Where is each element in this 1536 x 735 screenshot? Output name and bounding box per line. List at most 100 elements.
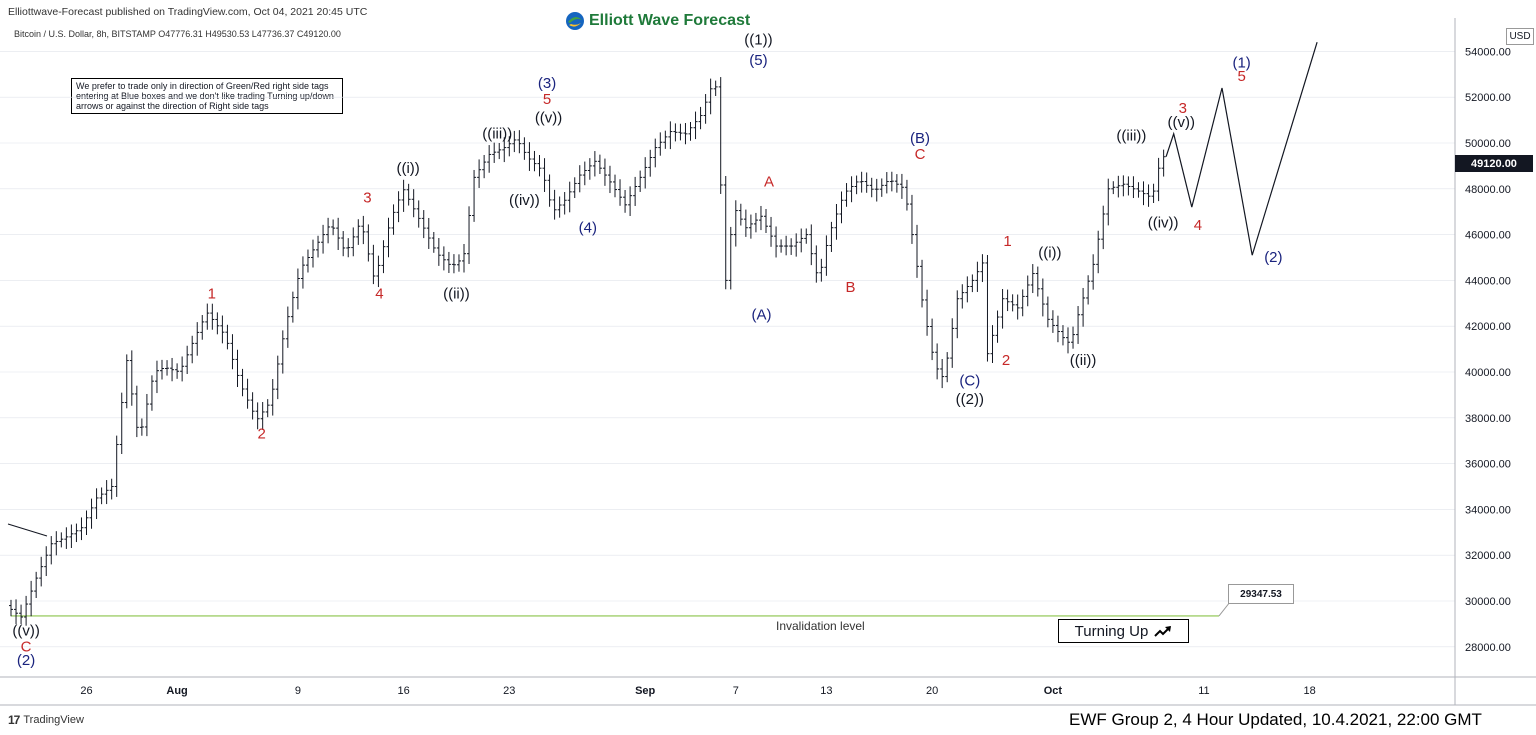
ohlc-bar [29, 580, 34, 617]
time-tick-label: 18 [1303, 685, 1315, 697]
ohlc-bar [834, 203, 839, 240]
ohlc-bar [522, 137, 527, 160]
price-tick-label: 48000.00 [1465, 184, 1511, 196]
ohlc-bar [663, 130, 668, 149]
ohlc-bar [1091, 254, 1096, 290]
ohlc-bar [421, 210, 426, 239]
ohlc-bar [1111, 181, 1116, 195]
ohlc-bar [396, 191, 401, 223]
ohlc-bar [235, 349, 240, 388]
ohlc-bar [1015, 294, 1020, 320]
ohlc-bar [109, 478, 114, 500]
ohlc-bar [265, 399, 270, 418]
ohlc-bar [210, 303, 215, 330]
turning-up-label: Turning Up [1074, 622, 1149, 640]
ohlc-bar [472, 169, 477, 222]
ohlc-bar [1146, 184, 1151, 207]
ohlc-bar [331, 219, 336, 236]
time-tick-label: Oct [1044, 685, 1063, 697]
wave-label: (A) [751, 306, 771, 323]
ohlc-bar [391, 204, 396, 235]
ohlc-bar [300, 256, 305, 289]
wave-label: ((v)) [12, 622, 39, 639]
ohlc-bar [839, 191, 844, 224]
ohlc-bar [809, 224, 814, 266]
ohlc-bar [1020, 289, 1025, 317]
ohlc-bar [311, 239, 315, 268]
ohlc-bar [129, 350, 134, 406]
turning-up-box: Turning Up [1058, 619, 1189, 643]
ohlc-bar [743, 209, 748, 237]
ohlc-bar [175, 363, 180, 379]
ohlc-bar [920, 259, 925, 308]
ohlc-bar [693, 111, 698, 140]
ohlc-bar [628, 186, 633, 217]
ewf-update-footer: EWF Group 2, 4 Hour Updated, 10.4.2021, … [1069, 710, 1482, 729]
ohlc-bar [250, 392, 255, 420]
wave-labels: ((v))C(2)1234((i))((ii))((iii))((iv))((v… [12, 32, 1282, 670]
wave-label: ((v)) [1168, 114, 1195, 131]
ohlc-bar [411, 189, 416, 218]
ohlc-bar [1131, 176, 1136, 199]
ohlc-bar [950, 318, 955, 368]
tradingview-footer[interactable]: 17 TradingView [8, 713, 84, 727]
ohlc-bar [643, 157, 648, 189]
ohlc-bar [542, 158, 547, 192]
wave-label: 1 [208, 286, 216, 303]
ohlc-bar [1081, 287, 1086, 327]
ohlc-bar [406, 183, 411, 206]
ohlc-bar [764, 208, 768, 234]
ohlc-bar [316, 235, 321, 258]
ohlc-bar [195, 322, 200, 356]
ohlc-bar [683, 123, 688, 145]
brand-logo: Elliott Wave Forecast [565, 10, 750, 32]
ohlc-bar [341, 231, 346, 257]
wave-label: ((iv)) [509, 192, 540, 209]
ohlc-bar [859, 171, 864, 193]
ohlc-bar [623, 189, 628, 213]
ohlc-bar [698, 106, 703, 130]
wave-label: (B) [910, 130, 930, 147]
ohlc-bar [431, 231, 436, 253]
ohlc-bar [587, 158, 592, 180]
currency-label[interactable]: USD [1506, 28, 1534, 45]
ohlc-bar [99, 487, 104, 505]
ohlc-bar [451, 254, 456, 274]
ohlc-bar [220, 315, 225, 344]
ohlc-bar [733, 200, 738, 247]
ohlc-bar [557, 196, 562, 218]
wave-label: ((i)) [396, 160, 419, 177]
ohlc-bar [371, 244, 376, 285]
ohlc-bar [245, 378, 250, 409]
wave-label: (4) [579, 219, 597, 236]
ohlc-bar [467, 206, 472, 264]
ohlc-bar [688, 121, 693, 141]
ohlc-bar [240, 368, 245, 397]
ohlc-bar [753, 212, 758, 233]
ohlc-bar [537, 154, 542, 177]
ohlc-bar [512, 130, 517, 153]
ohlc-bar [386, 217, 391, 258]
price-axis[interactable]: 28000.00 30000.00 32000.00 34000.00 36000.00… [1465, 46, 1511, 653]
ohlc-bar [874, 178, 879, 202]
ohlc-bar [728, 226, 733, 290]
ohlc-bar [1066, 327, 1070, 354]
ohlc-bar [44, 546, 49, 577]
time-axis[interactable]: 26 Aug 9 16 23 Sep 7 13 20 Oct 11 18 [80, 685, 1315, 697]
ohlc-bar [1121, 175, 1126, 197]
ohlc-bar [426, 217, 431, 249]
ohlc-bar [1071, 326, 1076, 349]
invalidation-value-tag: 29347.53 [1228, 584, 1294, 604]
tradingview-logo-icon: 17 [8, 713, 20, 727]
grid [0, 51, 1455, 648]
ohlc-bar [381, 240, 386, 274]
ohlc-bar [165, 360, 170, 376]
ohlc-bar [139, 418, 144, 436]
ohlc-bar [346, 238, 351, 258]
ohlc-bar [879, 178, 884, 197]
ohlc-bar [185, 345, 190, 374]
ohlc-bar [899, 173, 904, 199]
ohlc-bar [1101, 205, 1106, 250]
ohlc-bar [170, 357, 175, 382]
